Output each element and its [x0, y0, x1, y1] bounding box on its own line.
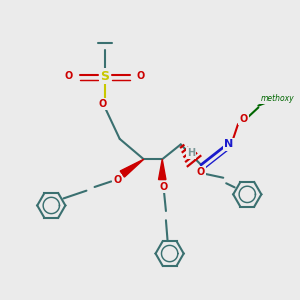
Text: O: O: [239, 114, 248, 124]
Text: O: O: [65, 71, 73, 81]
Text: O: O: [160, 182, 168, 192]
Text: O: O: [197, 167, 205, 177]
Text: O: O: [113, 175, 121, 185]
Text: methoxy: methoxy: [261, 94, 294, 103]
Text: S: S: [100, 70, 109, 83]
Polygon shape: [120, 159, 144, 177]
Text: O: O: [99, 99, 107, 109]
Text: H: H: [187, 148, 195, 158]
Text: N: N: [224, 140, 233, 149]
Text: O: O: [137, 71, 145, 81]
Polygon shape: [158, 159, 166, 180]
